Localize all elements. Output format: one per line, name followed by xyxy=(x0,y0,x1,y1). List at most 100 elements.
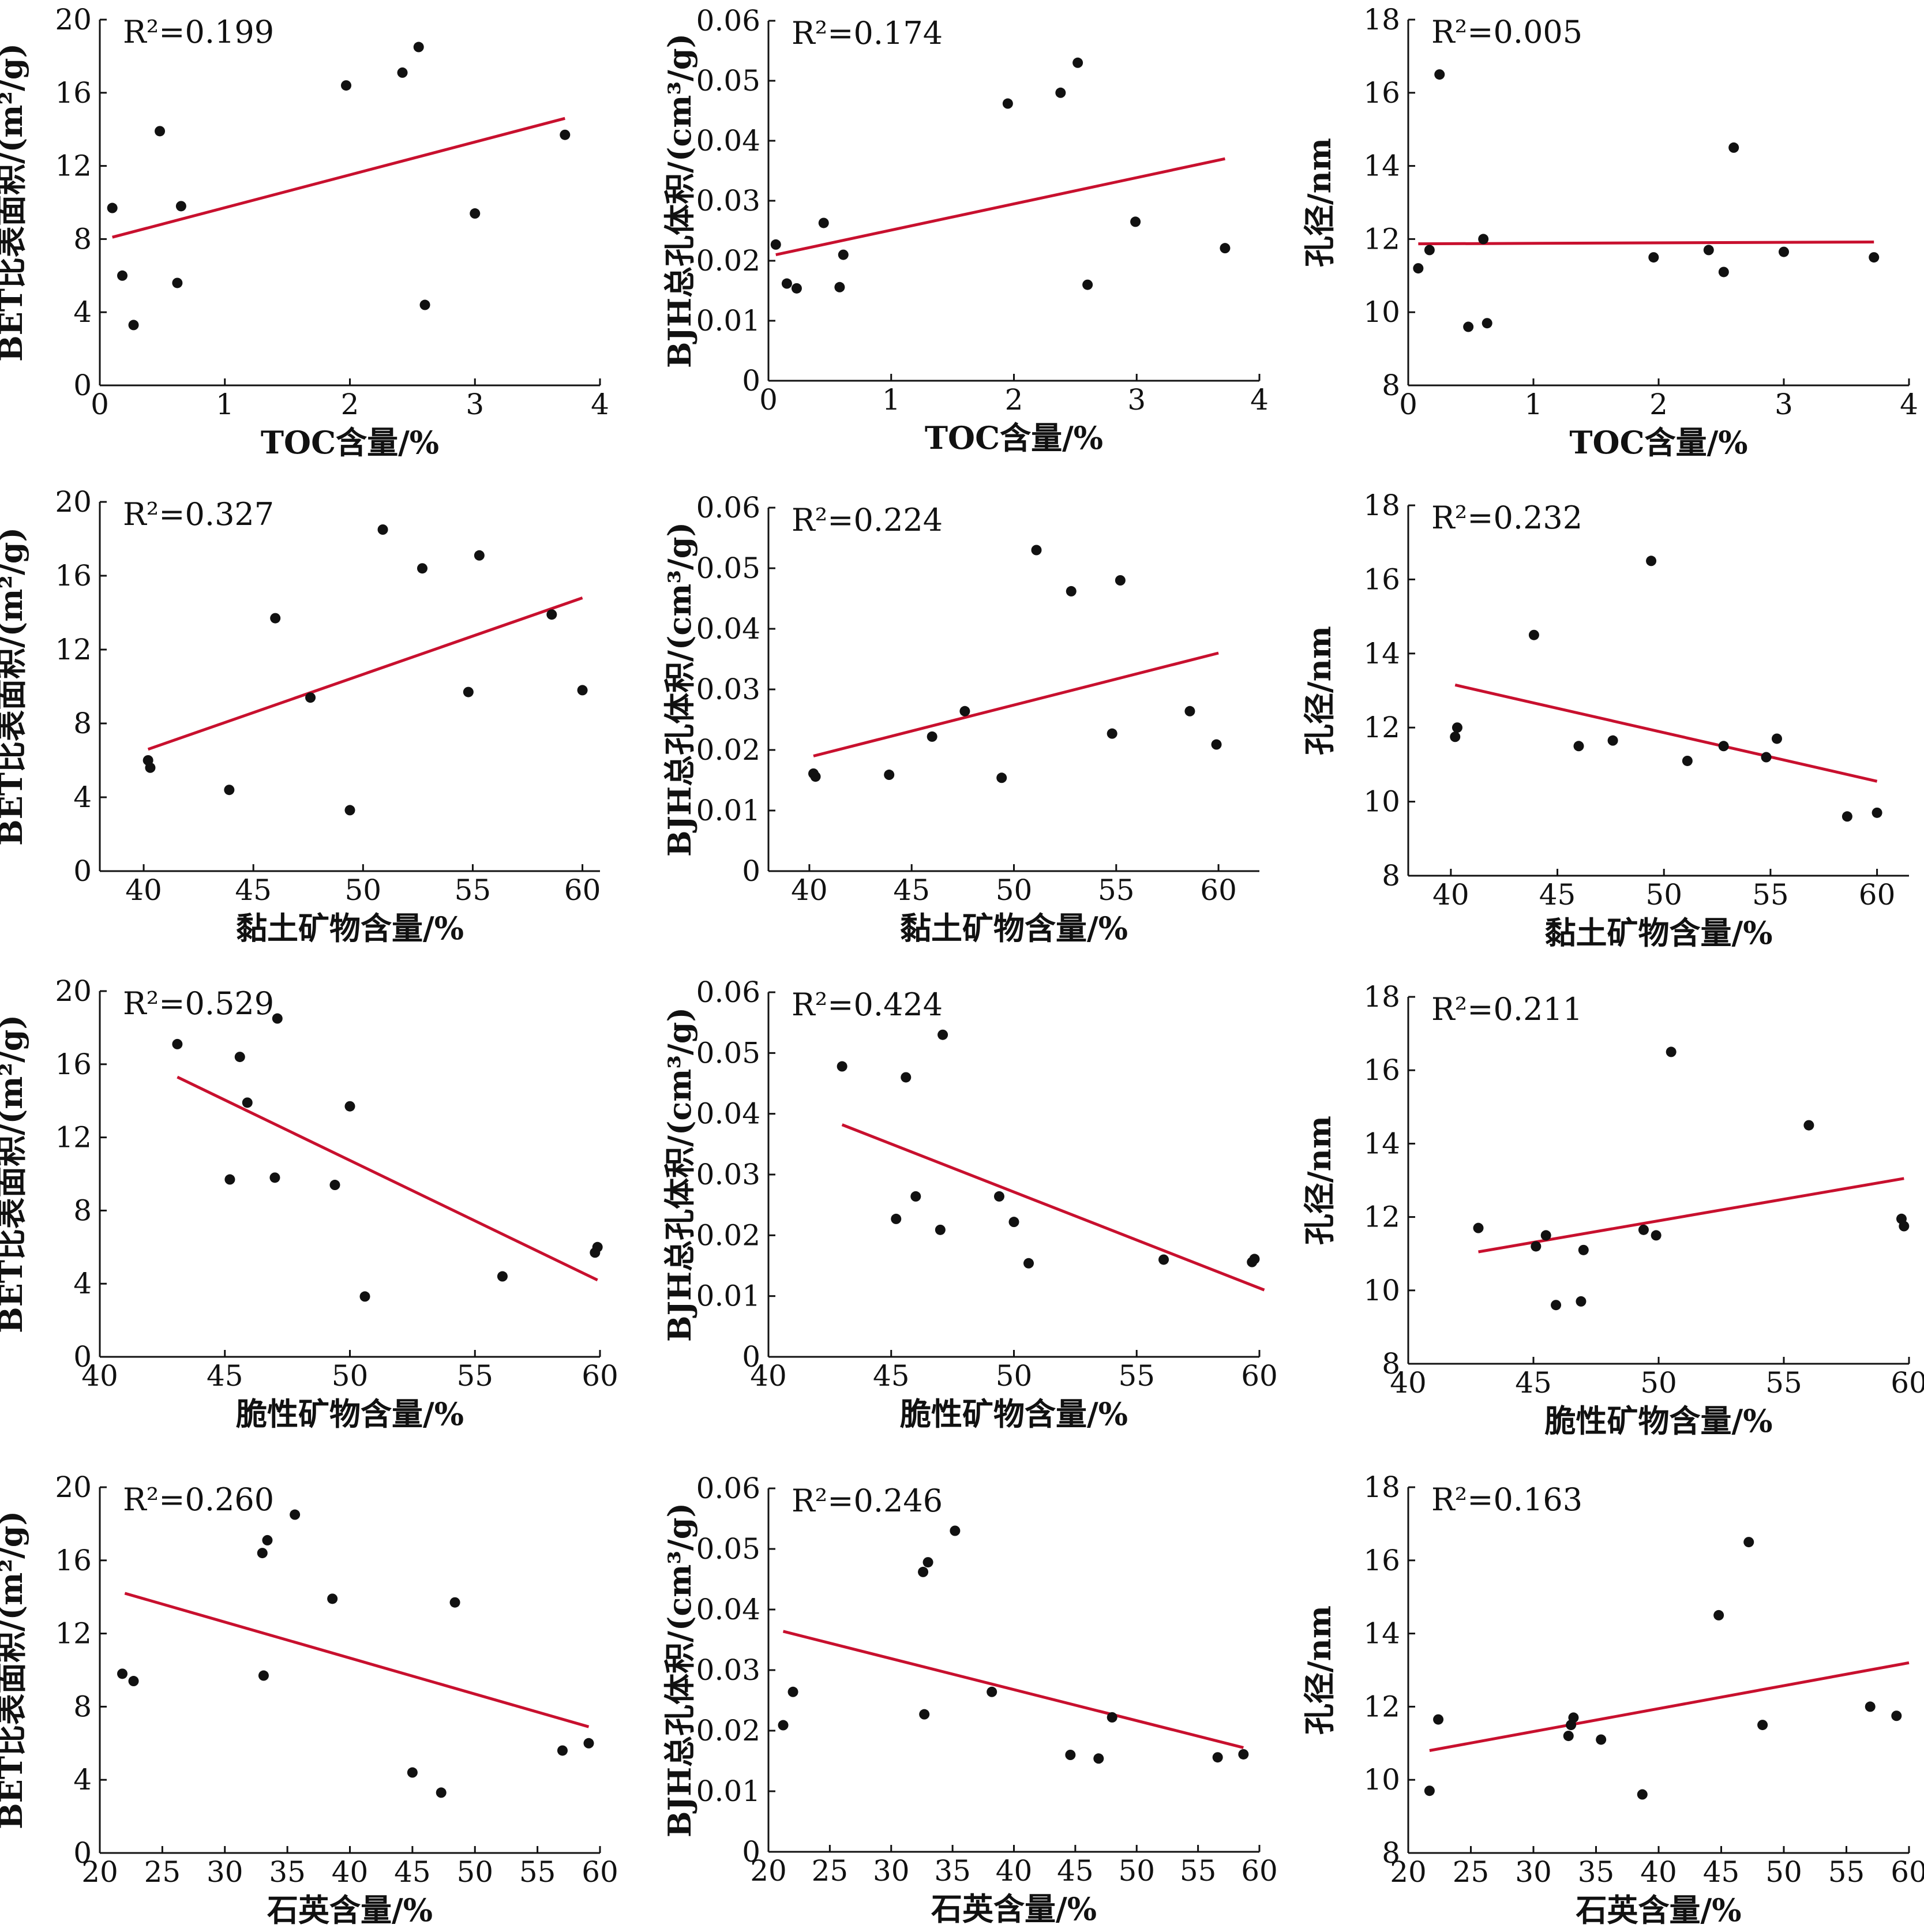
panel-2: 0 0.01 0.02 0.03 0.04 0.05 0.06 0 1 2 3 4 TOC含量/% BJH… xyxy=(661,4,1269,456)
data-point xyxy=(1463,321,1474,332)
data-point xyxy=(407,1767,418,1778)
r-squared-label: R²=0.211 xyxy=(1431,991,1582,1027)
data-point xyxy=(1023,1258,1034,1269)
data-point xyxy=(560,129,571,140)
y-tick-label: 8 xyxy=(1382,369,1400,402)
x-tick-label: 45 xyxy=(207,1359,243,1393)
y-tick-label: 0.01 xyxy=(696,304,760,337)
data-point xyxy=(987,1686,997,1697)
fit-line xyxy=(1429,1661,1910,1752)
x-tick-label: 55 xyxy=(1098,873,1135,907)
data-point xyxy=(1803,1120,1814,1131)
data-point xyxy=(449,1597,460,1608)
data-point xyxy=(417,563,427,574)
y-tick-label: 16 xyxy=(1363,76,1400,110)
data-point xyxy=(234,1052,245,1063)
data-point xyxy=(1551,1300,1562,1311)
y-tick-label: 8 xyxy=(1382,1347,1400,1380)
y-axis-label: 孔径/nm xyxy=(1301,626,1338,755)
x-tick-label: 2 xyxy=(1649,388,1668,421)
y-tick-label: 0.05 xyxy=(696,64,760,97)
r-squared-label: R²=0.232 xyxy=(1431,500,1582,536)
x-axis-label: 黏土矿物含量/% xyxy=(1544,914,1772,951)
x-tick-label: 50 xyxy=(332,1359,369,1393)
data-point xyxy=(1184,706,1195,716)
y-tick-label: 0.02 xyxy=(696,1218,760,1252)
x-axis-label: TOC含量/% xyxy=(1569,424,1747,461)
r-squared-label: R²=0.424 xyxy=(792,986,943,1023)
data-point xyxy=(577,685,588,696)
r-squared-label: R²=0.246 xyxy=(792,1483,943,1519)
x-tick-label: 35 xyxy=(1578,1855,1615,1889)
data-point xyxy=(1899,1221,1910,1232)
data-point xyxy=(787,1686,798,1697)
data-point xyxy=(377,524,388,535)
data-point xyxy=(242,1097,253,1108)
data-point xyxy=(1065,1750,1076,1760)
y-tick-label: 18 xyxy=(1363,489,1400,522)
y-tick-label: 0.02 xyxy=(696,1714,760,1747)
x-tick-label: 55 xyxy=(519,1855,556,1889)
data-point xyxy=(290,1509,301,1520)
y-tick-label: 0 xyxy=(73,854,92,888)
y-tick-label: 0 xyxy=(742,364,760,397)
panel-12: 8 10 12 14 16 18 20 25 30 35 40 45 50 55 60 石英含量/% 孔径/nm… xyxy=(1301,1470,1924,1929)
x-tick-label: 60 xyxy=(582,1855,618,1889)
panel-8: 0 0.01 0.02 0.03 0.04 0.05 0.06 40 45 50 55 60 脆性矿物含… xyxy=(661,976,1278,1432)
r-squared-label: R²=0.174 xyxy=(792,15,943,51)
panel-6: 8 10 12 14 16 18 40 45 50 55 60 黏土矿物含量/% 孔径/nm R²=0.2… xyxy=(1301,489,1909,951)
data-point xyxy=(1066,586,1077,597)
y-tick-label: 0.03 xyxy=(696,1653,760,1687)
data-point xyxy=(1869,252,1880,263)
x-tick-label: 60 xyxy=(1891,1855,1924,1889)
panel-4: 0 4 8 12 16 20 40 45 50 55 60 黏土矿物含量/% BET比表面积/(m²/g… xyxy=(0,485,601,947)
data-point xyxy=(1637,1789,1648,1800)
data-point xyxy=(329,1180,340,1191)
data-point xyxy=(1482,318,1492,329)
data-point xyxy=(272,1013,283,1024)
data-point xyxy=(1761,752,1772,763)
y-tick-label: 0.06 xyxy=(696,491,760,524)
y-tick-label: 16 xyxy=(1363,1053,1400,1087)
x-tick-label: 50 xyxy=(996,873,1033,907)
r-squared-label: R²=0.529 xyxy=(123,985,274,1022)
y-tick-label: 0.05 xyxy=(696,1036,760,1070)
x-tick-label: 3 xyxy=(1775,388,1793,421)
x-tick-label: 40 xyxy=(1640,1855,1677,1889)
x-tick-label: 4 xyxy=(1250,383,1269,417)
data-point xyxy=(1211,739,1222,750)
x-tick-label: 4 xyxy=(591,388,609,421)
data-point xyxy=(778,1720,789,1731)
y-axis-label: BJH总孔体积/(cm³/g) xyxy=(661,1007,698,1342)
panel-7: 0 4 8 12 16 20 40 45 50 55 60 脆性矿物含量/% BET比表面积/(m²/g… xyxy=(0,974,618,1432)
x-tick-label: 60 xyxy=(1891,1366,1924,1400)
data-point xyxy=(1115,575,1126,586)
data-point xyxy=(546,609,557,620)
x-tick-label: 4 xyxy=(1900,388,1918,421)
y-tick-label: 12 xyxy=(1363,1201,1400,1234)
y-tick-label: 0.04 xyxy=(696,124,760,157)
data-point xyxy=(1452,722,1462,733)
data-point xyxy=(344,1101,355,1112)
x-tick-label: 60 xyxy=(582,1359,618,1393)
fit-line xyxy=(1418,240,1874,246)
y-tick-label: 14 xyxy=(1363,637,1400,670)
x-tick-label: 55 xyxy=(1752,878,1789,911)
y-tick-label: 0.05 xyxy=(696,552,760,585)
data-point xyxy=(1718,267,1729,277)
x-tick-label: 50 xyxy=(1645,878,1682,911)
y-tick-label: 0.06 xyxy=(696,1472,760,1505)
data-point xyxy=(257,1548,268,1559)
y-tick-label: 16 xyxy=(1363,562,1400,596)
data-point xyxy=(1607,735,1618,746)
data-point xyxy=(1413,263,1424,274)
y-tick-label: 20 xyxy=(55,485,92,519)
y-axis-label: 孔径/nm xyxy=(1301,1116,1338,1245)
x-tick-label: 45 xyxy=(235,873,272,907)
data-point xyxy=(340,80,351,91)
y-tick-label: 16 xyxy=(55,76,92,110)
data-point xyxy=(1055,87,1066,98)
y-tick-label: 14 xyxy=(1363,1127,1400,1160)
x-axis-label: 脆性矿物含量/% xyxy=(1544,1402,1772,1439)
data-point xyxy=(172,277,183,288)
